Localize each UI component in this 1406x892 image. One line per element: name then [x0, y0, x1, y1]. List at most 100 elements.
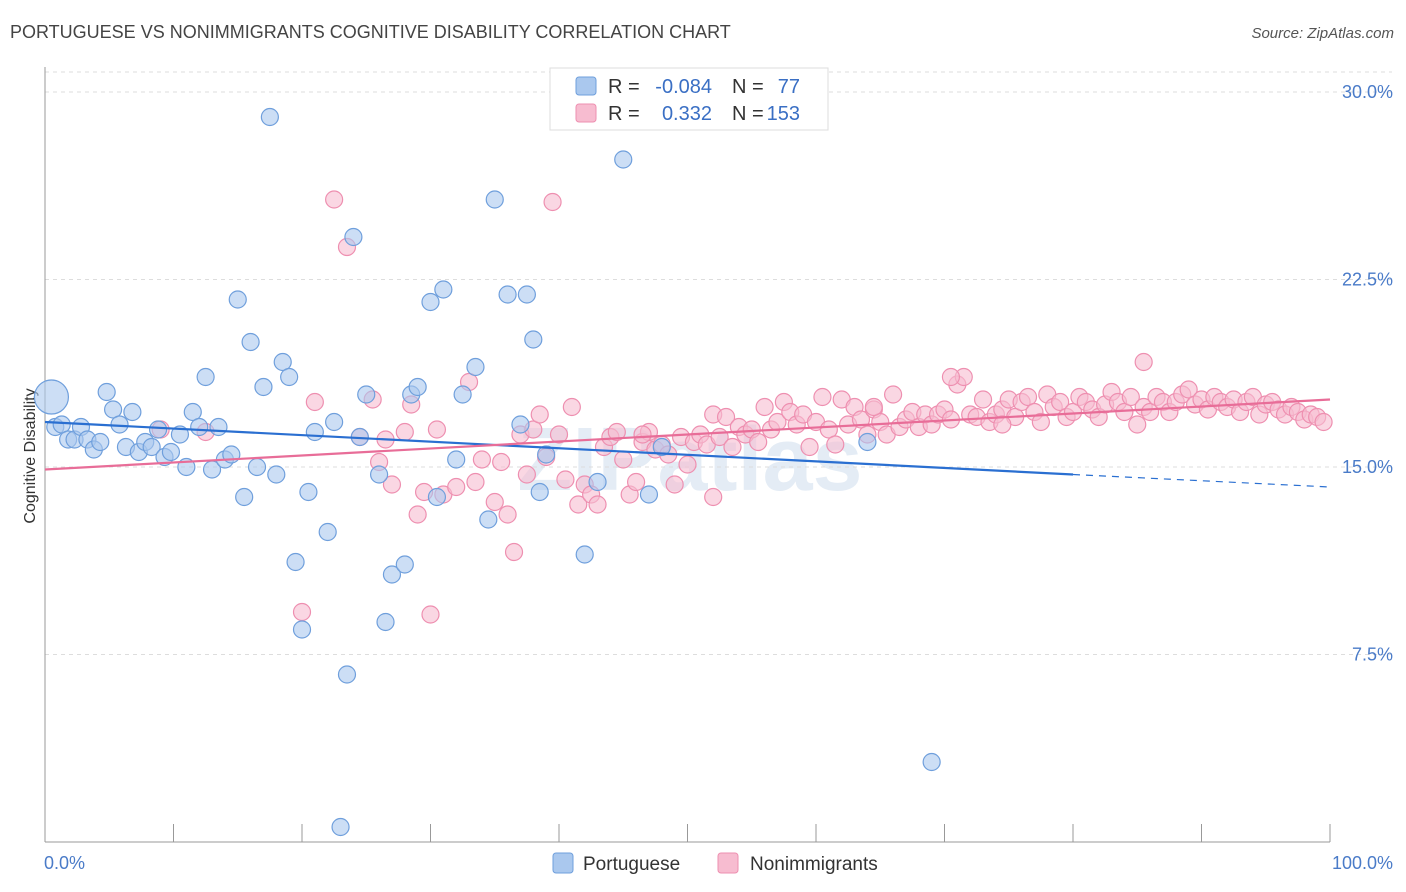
point-nonimmigrants-122: [1128, 415, 1147, 434]
point-portuguese-32: [247, 457, 267, 477]
point-nonimmigrants-58: [716, 407, 736, 427]
point-portuguese-52: [395, 555, 414, 574]
point-portuguese-50: [376, 612, 395, 632]
point-nonimmigrants-33: [556, 470, 575, 489]
point-portuguese-39: [292, 620, 312, 639]
bottom-legend: Portuguese Nonimmigrants: [552, 852, 878, 875]
point-nonimmigrants-73: [813, 387, 832, 407]
y-tick-label-3: 30.0%: [1342, 82, 1393, 102]
point-portuguese-37: [280, 367, 299, 387]
point-portuguese-55: [421, 292, 440, 312]
point-portuguese-35: [267, 465, 286, 484]
point-portuguese-2: [52, 415, 71, 434]
legend-n-value-nonimmigrants: 153: [767, 103, 800, 125]
point-nonimmigrants-151: [1314, 412, 1333, 432]
point-portuguese-71: [614, 150, 633, 169]
point-portuguese-49: [370, 465, 389, 484]
point-portuguese-66: [524, 330, 543, 349]
bottom-legend-label-portuguese: Portuguese: [583, 854, 680, 875]
point-portuguese-31: [241, 332, 260, 352]
bottom-legend-label-nonimmigrants: Nonimmigrants: [750, 854, 878, 875]
point-nonimmigrants-41: [607, 422, 626, 442]
point-nonimmigrants-35: [569, 495, 588, 514]
x-tick-labels: 0.0% 100.0%: [44, 853, 1393, 873]
grid: [45, 71, 1392, 655]
point-portuguese-13: [123, 402, 142, 422]
point-portuguese-65: [517, 285, 536, 304]
legend-r-label-portuguese: R =: [608, 76, 640, 98]
chart-title: PORTUGUESE VS NONIMMIGRANTS COGNITIVE DI…: [10, 22, 731, 42]
point-nonimmigrants-24: [498, 505, 517, 524]
point-nonimmigrants-75: [826, 435, 845, 454]
x-tick-label-1: 100.0%: [1332, 853, 1393, 873]
point-nonimmigrants-154: [704, 487, 723, 507]
legend-n-value-portuguese: 77: [778, 76, 800, 98]
point-nonimmigrants-23: [492, 452, 511, 472]
y-axis-label: Cognitive Disability: [22, 388, 39, 523]
point-nonimmigrants-107: [1031, 412, 1050, 432]
point-portuguese-51: [382, 565, 402, 584]
y-tick-label-2: 22.5%: [1342, 270, 1393, 290]
point-portuguese-44: [331, 817, 350, 837]
point-nonimmigrants-29: [530, 405, 549, 424]
point-nonimmigrants-71: [800, 437, 819, 457]
point-portuguese-63: [498, 285, 517, 304]
legend-n-label-portuguese: N =: [732, 76, 764, 98]
legend-r-label-nonimmigrants: R =: [608, 103, 640, 125]
point-nonimmigrants-63: [749, 432, 768, 452]
point-portuguese-8: [91, 432, 110, 452]
point-portuguese-70: [588, 472, 607, 492]
axes: [44, 67, 1331, 843]
point-portuguese-57: [434, 280, 453, 299]
point-nonimmigrants-20: [466, 472, 485, 492]
point-portuguese-17: [148, 420, 168, 439]
trend-line-portuguese-extension: [1072, 473, 1331, 488]
point-nonimmigrants-27: [517, 465, 536, 484]
point-portuguese-69: [575, 545, 594, 564]
point-nonimmigrants-152: [941, 367, 961, 387]
point-nonimmigrants-84: [883, 385, 903, 404]
point-nonimmigrants-74: [819, 420, 838, 439]
point-portuguese-26: [209, 417, 228, 437]
point-nonimmigrants-98: [973, 390, 993, 409]
point-nonimmigrants-11: [395, 422, 414, 442]
point-portuguese-9: [97, 382, 116, 402]
point-portuguese-68: [537, 445, 556, 464]
point-nonimmigrants-13: [408, 505, 427, 524]
point-portuguese-38: [286, 552, 305, 572]
bottom-legend-swatch-portuguese: [552, 852, 574, 874]
point-portuguese-48: [357, 385, 376, 404]
point-nonimmigrants-15: [421, 605, 440, 624]
point-portuguese-59: [453, 385, 472, 404]
legend-r-value-portuguese: -0.084: [655, 76, 712, 98]
point-portuguese-56: [427, 487, 447, 507]
legend-swatch-nonimmigrants: [575, 103, 597, 123]
point-portuguese-23: [190, 417, 209, 437]
point-portuguese-33: [254, 377, 273, 397]
point-portuguese-42: [318, 522, 337, 542]
point-portuguese-16: [142, 437, 161, 457]
point-nonimmigrants-105: [1018, 387, 1038, 407]
point-nonimmigrants-4: [325, 190, 344, 209]
legend-r-value-nonimmigrants: 0.332: [662, 103, 712, 125]
trend-line-nonimmigrants: [44, 398, 1331, 471]
point-portuguese-19: [161, 442, 181, 462]
point-portuguese-73: [652, 437, 671, 457]
point-portuguese-40: [299, 482, 318, 502]
point-portuguese-10: [104, 400, 123, 419]
bottom-legend-swatch-nonimmigrants: [717, 852, 739, 874]
point-nonimmigrants-10: [382, 475, 402, 494]
point-portuguese-72: [639, 485, 659, 504]
point-nonimmigrants-38: [588, 495, 607, 514]
point-portuguese-62: [485, 190, 504, 209]
point-nonimmigrants-124: [1140, 402, 1160, 422]
point-portuguese-67: [530, 482, 549, 502]
point-nonimmigrants-64: [755, 397, 774, 417]
chart-source: Source: ZipAtlas.com: [1251, 25, 1394, 42]
legend: R = -0.084 N = 77 R = 0.332 N = 153: [549, 67, 829, 131]
point-nonimmigrants-155: [633, 425, 652, 444]
y-tick-label-0: 7.5%: [1352, 645, 1393, 665]
x-tick-label-0: 0.0%: [44, 853, 85, 873]
trend-lines: [44, 398, 1331, 488]
